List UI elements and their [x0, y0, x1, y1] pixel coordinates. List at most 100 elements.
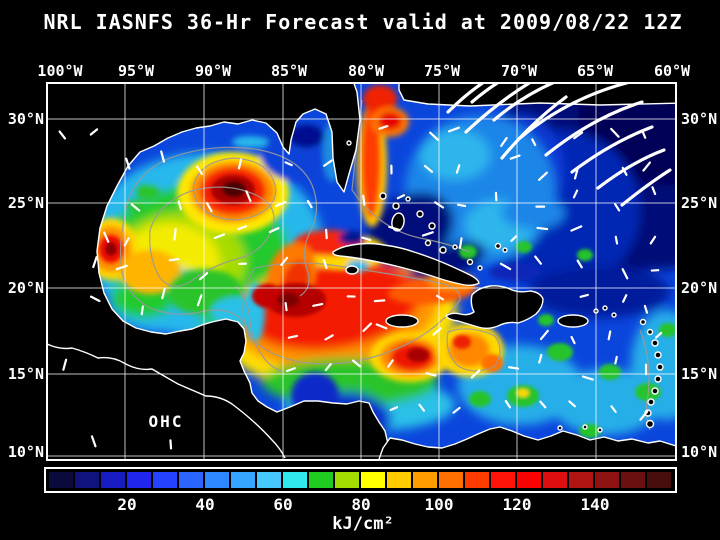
vector-arrow — [538, 353, 543, 364]
colorbar-tick-labels: 20 40 60 80 100 120 140 — [117, 495, 609, 514]
vector-arrow — [196, 165, 203, 175]
colorbar-cell — [101, 472, 125, 488]
colorbar-cell — [49, 472, 73, 488]
vector-arrow — [641, 130, 647, 139]
vector-arrow — [434, 201, 445, 209]
land-hispaniola — [445, 285, 544, 329]
vector-arrow — [500, 136, 508, 147]
colorbar-cell — [153, 472, 177, 488]
colorbar-cell — [439, 472, 463, 488]
vector-arrow — [452, 406, 461, 414]
vector-arrow — [237, 225, 248, 231]
vector-arrow — [213, 233, 226, 240]
vector-arrow — [425, 372, 437, 377]
vector-arrow — [198, 272, 209, 281]
vector-arrow — [388, 225, 401, 232]
vector-arrow — [421, 231, 434, 237]
vector-arrow — [432, 327, 442, 336]
vector-arrow — [268, 227, 280, 234]
vector-arrow — [396, 194, 406, 200]
vector-arrow — [274, 201, 287, 208]
vector-arrow — [103, 231, 110, 243]
colorbar-unit-label: kJ/cm² — [332, 514, 393, 534]
vector-arrow — [457, 203, 467, 208]
vector-arrow — [470, 369, 481, 379]
colorbar-cell — [283, 472, 307, 488]
vector-arrow — [160, 150, 166, 163]
land-isla-juventud — [345, 265, 359, 275]
vector-arrow — [510, 235, 518, 242]
latitude-axis-labels-left: 30°N 25°N 20°N 15°N 10°N — [8, 110, 44, 461]
colorbar-cell — [309, 472, 333, 488]
vector-arrow — [169, 439, 173, 450]
vector-arrow — [509, 154, 521, 160]
vector-arrow — [435, 294, 445, 301]
vector-arrow — [643, 304, 649, 314]
wind-streak-fan — [446, 83, 672, 207]
lon-label: 100°W — [37, 62, 83, 80]
vector-arrow — [504, 399, 512, 409]
land-south-america — [377, 426, 676, 460]
lon-label: 60°W — [654, 62, 691, 80]
lat-label-left: 25°N — [8, 194, 44, 212]
vector-arrow — [389, 406, 399, 412]
vector-arrow — [312, 302, 324, 307]
depth-contours — [119, 99, 651, 431]
vector-arrow — [539, 329, 549, 341]
vector-arrow — [387, 359, 394, 368]
lon-label: 90°W — [195, 62, 232, 80]
vector-arrow — [610, 405, 617, 413]
ohc-field-cores — [99, 175, 676, 438]
vector-arrow — [614, 203, 621, 212]
colorbar-cell — [491, 472, 515, 488]
vector-arrow — [168, 257, 180, 262]
vector-arrow — [361, 236, 372, 242]
vector-arrow — [651, 186, 657, 196]
vector-arrow — [621, 268, 629, 280]
vector-arrow — [161, 288, 166, 300]
colorbar-cell — [465, 472, 489, 488]
vector-arrow — [654, 331, 663, 339]
vector-arrow — [92, 256, 98, 269]
vector-arrow — [614, 235, 619, 245]
vector-arrow — [568, 400, 576, 408]
vector-arrow — [362, 194, 366, 206]
vector-arrow — [140, 305, 144, 316]
lat-label-left: 20°N — [8, 279, 44, 297]
vector-arrow — [538, 171, 548, 181]
figure-title: NRL IASNFS 36-Hr Forecast valid at 2009/… — [43, 10, 682, 34]
land-masses — [47, 83, 676, 460]
vector-arrow — [455, 164, 461, 174]
vector-arrow — [362, 322, 373, 333]
vector-arrow — [351, 359, 362, 368]
vector-arrow — [607, 330, 612, 341]
colorbar-tick: 120 — [503, 495, 532, 514]
colorbar-cell — [517, 472, 541, 488]
vector-arrow — [245, 190, 252, 203]
lon-label: 85°W — [271, 62, 308, 80]
vector-arrow — [418, 403, 426, 412]
vector-arrow — [649, 235, 657, 245]
colorbar-cell — [595, 472, 619, 488]
vector-arrow — [325, 228, 328, 240]
lat-label-left: 30°N — [8, 110, 44, 128]
lat-label-right: 30°N — [681, 110, 717, 128]
longitude-axis-labels: 100°W 95°W 90°W 85°W 80°W 75°W 70°W 65°W 60°W — [37, 62, 691, 80]
vector-arrow — [205, 202, 213, 213]
lon-label: 70°W — [501, 62, 538, 80]
vector-arrow — [534, 255, 542, 265]
vector-arrow — [89, 128, 99, 136]
vector-arrow — [375, 323, 388, 330]
vector-arrow — [573, 168, 579, 180]
map-frame — [46, 82, 677, 461]
vector-arrow — [324, 334, 334, 341]
vector-arrow — [622, 294, 628, 303]
vector-arrow — [531, 138, 537, 147]
lat-label-left: 10°N — [8, 443, 44, 461]
vector-arrow — [458, 237, 463, 249]
colorbar-tick: 20 — [117, 495, 136, 514]
colorbar-cells — [49, 472, 671, 488]
vector-arrow — [322, 258, 328, 269]
vector-arrow — [614, 355, 618, 365]
